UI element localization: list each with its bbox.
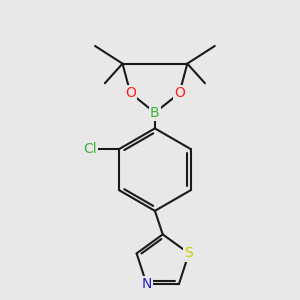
Text: O: O — [174, 86, 185, 100]
Text: B: B — [150, 106, 160, 120]
Text: N: N — [141, 277, 152, 291]
Text: S: S — [184, 246, 193, 260]
Text: O: O — [125, 86, 136, 100]
Text: Cl: Cl — [83, 142, 97, 156]
